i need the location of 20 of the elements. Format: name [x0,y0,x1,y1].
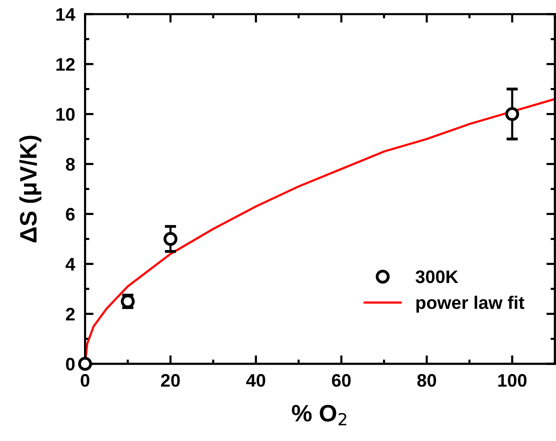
legend-label: 300K [416,270,458,284]
x-tick-label: 80 [417,374,436,387]
legend-label: power law fit [416,296,524,313]
point [505,107,520,121]
y-tick-label: 10 [56,108,75,121]
y-tick-label: 14 [56,8,76,21]
y-axis-title: ΔS (μV/K) [19,136,42,242]
y-tick-label: 2 [66,308,75,320]
y-tick-label: 4 [66,258,76,270]
point [164,232,178,246]
y-tick-label: 6 [66,208,75,221]
x-tick-label: 0 [80,374,90,387]
y-tick-label: 8 [66,158,75,171]
y-tick-label: 12 [56,58,75,71]
x-tick-label: 20 [161,374,180,387]
x-tick-label: 40 [246,374,266,387]
y-tick-label: 0 [66,358,75,371]
x-axis-title: % O$_{2}$ [292,404,346,426]
x-tick-label: 60 [332,374,351,387]
x-tick-label: 100 [498,374,526,387]
